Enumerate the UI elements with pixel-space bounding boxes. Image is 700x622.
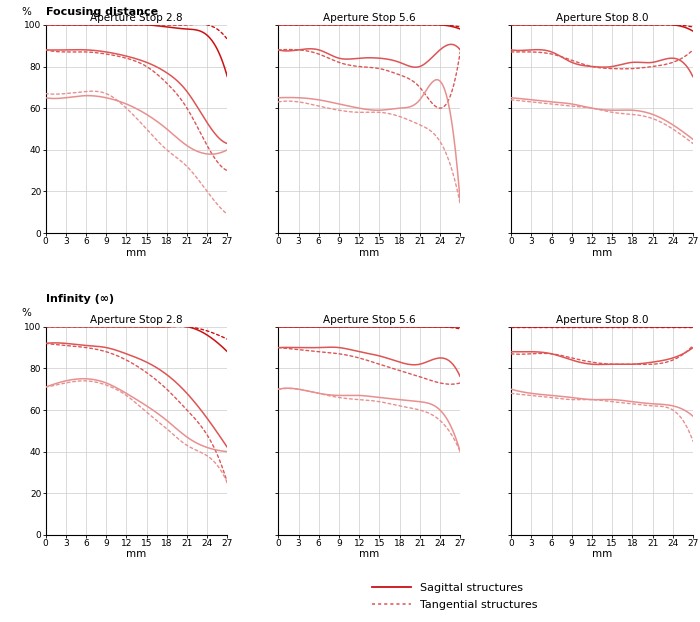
- X-axis label: mm: mm: [359, 248, 379, 258]
- X-axis label: mm: mm: [359, 549, 379, 559]
- X-axis label: mm: mm: [592, 248, 612, 258]
- Title: Aperture Stop 5.6: Aperture Stop 5.6: [323, 12, 416, 23]
- Title: Aperture Stop 5.6: Aperture Stop 5.6: [323, 315, 416, 325]
- Text: Infinity (∞): Infinity (∞): [46, 294, 113, 304]
- Text: %: %: [22, 309, 32, 318]
- Title: Aperture Stop 2.8: Aperture Stop 2.8: [90, 315, 183, 325]
- Text: %: %: [22, 7, 32, 17]
- Title: Aperture Stop 8.0: Aperture Stop 8.0: [556, 315, 648, 325]
- X-axis label: mm: mm: [126, 248, 146, 258]
- Legend: Sagittal structures, Tangential structures: Sagittal structures, Tangential structur…: [372, 582, 538, 610]
- Title: Aperture Stop 2.8: Aperture Stop 2.8: [90, 12, 183, 23]
- X-axis label: mm: mm: [126, 549, 146, 559]
- Text: Focusing distance: Focusing distance: [46, 7, 158, 17]
- X-axis label: mm: mm: [592, 549, 612, 559]
- Title: Aperture Stop 8.0: Aperture Stop 8.0: [556, 12, 648, 23]
